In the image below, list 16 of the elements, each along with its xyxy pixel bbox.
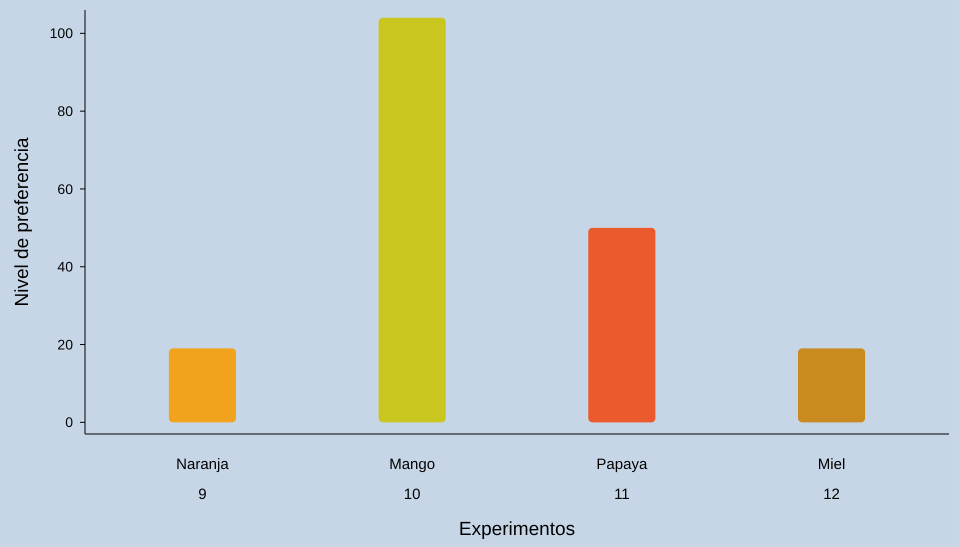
bar [588,228,656,422]
y-tick-label: 100 [50,25,74,42]
y-axis-title: Nivel de preferencia [12,137,33,306]
x-tick-label: Papaya 11 [596,456,648,503]
x-tick-label: Mango 10 [389,456,436,503]
y-tick-label: 40 [57,258,74,275]
y-tick-label: 80 [57,103,74,120]
x-axis-title: Experimentos [458,519,576,540]
bar [378,18,446,422]
y-tick-label: 0 [65,414,74,430]
y-tick-label: 60 [57,180,74,197]
x-tick-label: Miel 12 [818,456,846,503]
bar [798,348,866,422]
bar [168,348,236,422]
y-tick-label: 20 [57,336,74,352]
x-tick-label: Naranja 9 [176,456,230,503]
